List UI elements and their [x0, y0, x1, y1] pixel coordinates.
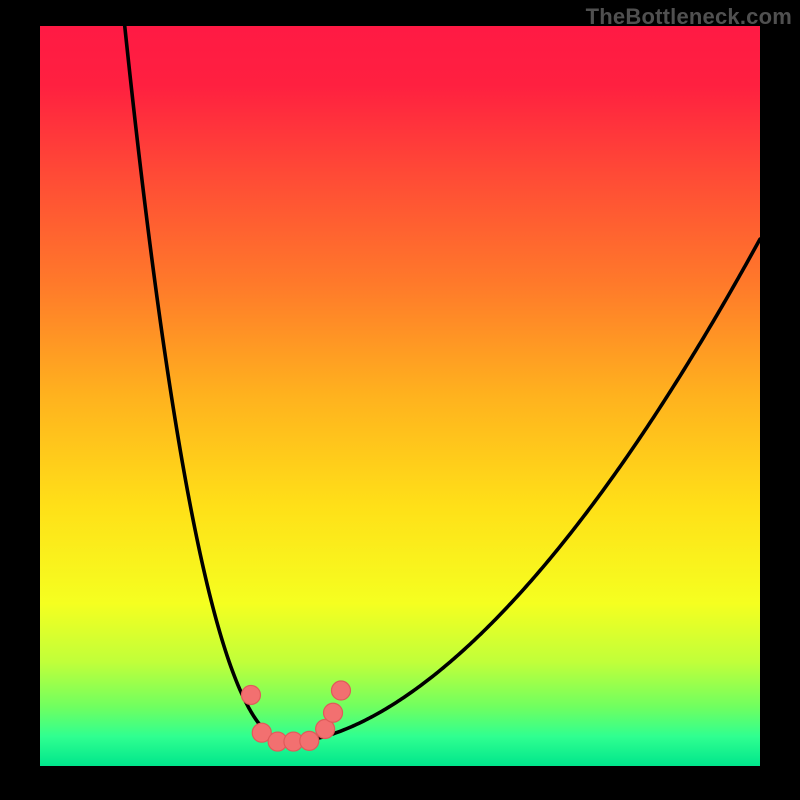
chart-container: { "watermark": { "text": "TheBottleneck.… — [0, 0, 800, 800]
bottleneck-chart — [0, 0, 800, 800]
data-marker — [324, 703, 343, 722]
plot-background — [40, 26, 760, 766]
watermark-text: TheBottleneck.com — [586, 4, 792, 30]
data-marker — [331, 681, 350, 700]
data-marker — [241, 685, 260, 704]
data-marker — [300, 731, 319, 750]
